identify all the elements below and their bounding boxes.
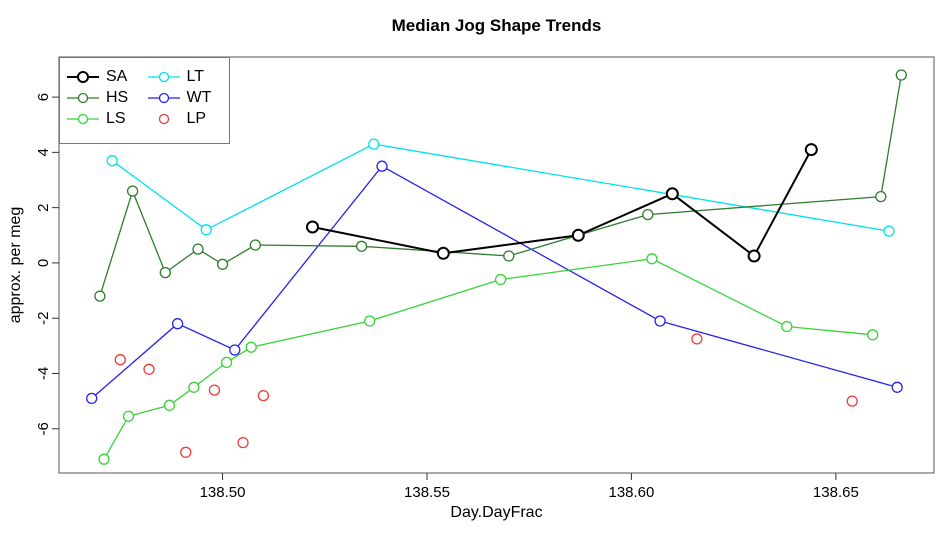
data-point-LS (646, 253, 658, 265)
data-point-LS (494, 273, 507, 286)
x-tick-label: 138.65 (813, 484, 859, 501)
data-point-LP (180, 446, 192, 458)
data-point-SA (665, 187, 679, 201)
series-LP (114, 333, 858, 458)
y-axis-label: approx. per meg (7, 206, 24, 324)
y-tick-label: -4 (35, 367, 52, 380)
data-point-SA (571, 228, 585, 242)
data-point-LS (220, 356, 233, 369)
y-tick-label: 0 (35, 259, 52, 267)
legend-label-LS: LS (106, 109, 126, 127)
data-point-LT (200, 224, 212, 236)
legend-label-SA: SA (106, 67, 128, 85)
data-point-LP (846, 395, 858, 407)
series-WT (86, 160, 903, 405)
data-point-HS (642, 208, 654, 221)
legend-marker-WT-icon (147, 92, 180, 103)
series-SA (306, 143, 818, 263)
x-tick-label: 138.60 (608, 484, 654, 501)
data-point-SA (747, 249, 761, 263)
series-line-WT (91, 165, 898, 399)
y-tick-label: 4 (35, 148, 52, 156)
data-point-WT (229, 344, 241, 356)
data-point-LP (114, 354, 126, 366)
x-axis-label: Day.DayFrac (450, 504, 543, 521)
series-LS (98, 253, 879, 465)
legend: SA HS LS LT WT LP (59, 57, 230, 144)
data-point-SA (306, 220, 319, 234)
data-point-LS (122, 410, 135, 422)
data-point-HS (216, 258, 229, 270)
data-point-LT (883, 225, 895, 237)
y-tick-label: 2 (35, 203, 52, 211)
data-point-LP (237, 436, 249, 449)
legend-marker-LT-icon (147, 71, 180, 82)
data-point-WT (376, 160, 388, 172)
legend-marker-LS-icon (67, 113, 99, 124)
legend-label-HS: HS (106, 88, 129, 106)
legend-column: LT WT LP (147, 66, 224, 137)
plot-border (58, 56, 935, 474)
legend-label-WT: WT (186, 88, 212, 106)
data-point-WT (654, 315, 666, 327)
data-point-LS (188, 381, 200, 393)
legend-label-LT: LT (186, 67, 204, 85)
legend-marker-HS-icon (67, 92, 99, 103)
series-line-LT (111, 143, 890, 232)
legend-marker-LP-icon (158, 113, 169, 124)
series-LT (106, 138, 895, 237)
data-point-HS (192, 243, 204, 255)
x-tick-label: 138.50 (200, 484, 246, 501)
legend-label-LP: LP (186, 109, 207, 127)
legend-column: SA HS LS (66, 66, 143, 137)
legend-item-LT: LT (147, 66, 224, 87)
y-tick-label: 6 (35, 93, 52, 101)
legend-marker-SA-icon (67, 70, 99, 83)
series-line-LS (103, 258, 873, 460)
data-point-LP (143, 363, 155, 375)
chart-title: Median Jog Shape Trends (391, 16, 602, 35)
series-line-SA (312, 149, 813, 258)
data-point-LS (364, 315, 376, 327)
data-point-HS (126, 185, 139, 197)
data-point-HS (875, 190, 887, 203)
data-point-LP (691, 333, 703, 345)
series-HS (94, 69, 907, 302)
data-point-LP (208, 384, 221, 396)
data-point-WT (891, 381, 903, 393)
data-point-SA (804, 143, 818, 157)
data-point-LS (98, 453, 110, 465)
data-point-HS (895, 69, 907, 81)
y-tick-label: -6 (35, 422, 52, 435)
data-point-LS (245, 341, 257, 353)
data-point-HS (94, 290, 106, 302)
data-point-SA (436, 246, 450, 260)
legend-item-LS: LS (66, 108, 143, 129)
data-point-HS (159, 266, 171, 279)
data-point-HS (355, 240, 368, 252)
legend-item-WT: WT (147, 87, 224, 108)
legend-item-LP: LP (147, 108, 224, 129)
legend-item-HS: HS (66, 87, 143, 108)
y-tick-label: -2 (35, 312, 52, 325)
data-point-WT (86, 392, 98, 405)
legend-item-SA: SA (66, 66, 143, 87)
data-point-HS (249, 239, 261, 251)
data-point-LS (781, 320, 793, 333)
data-point-WT (171, 318, 184, 330)
data-point-LS (867, 329, 879, 341)
data-point-LS (163, 399, 176, 411)
data-point-HS (503, 250, 515, 262)
data-point-LT (368, 138, 380, 150)
data-point-LP (257, 389, 270, 402)
data-point-LT (106, 155, 118, 167)
x-tick-label: 138.55 (404, 484, 450, 501)
